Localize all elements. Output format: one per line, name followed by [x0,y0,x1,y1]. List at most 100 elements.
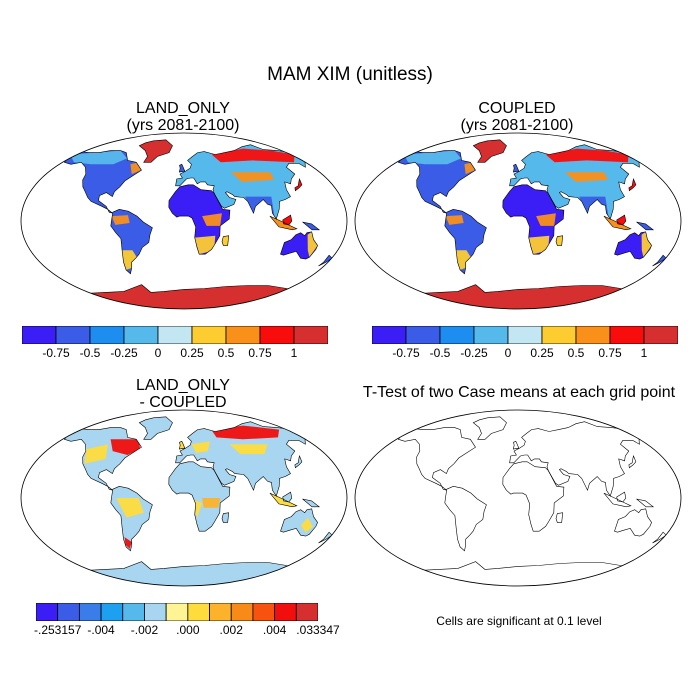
coastline-sa [444,485,487,552]
coastline-japan [628,455,637,469]
land-madagascar [556,235,563,246]
land-na [64,150,142,214]
colorbar-tick-label: -0.25 [110,346,138,360]
value-patch [194,235,216,255]
value-patch [124,537,132,549]
panel-title-line2: (yrs 2081-2100) [126,117,240,134]
value-patch [202,498,221,508]
colorbar-tick-label: -0.75 [392,346,420,360]
value-patch [70,150,127,165]
panel-title-line2: (yrs 2081-2100) [460,117,574,134]
value-patch [110,439,141,455]
coastline-eurasia [175,144,314,220]
colorbar-box [372,326,407,344]
colorbar-box [22,326,57,344]
coastline-japan [294,178,303,192]
coastline-sa [110,208,153,275]
value-patch [404,150,461,165]
value-patch [536,213,556,226]
ocean-background [355,410,681,586]
colorbar-box [507,326,543,344]
colorbar-box [78,603,102,621]
land-layer [394,139,667,309]
coastline-indonesia [269,492,298,508]
panel-title-line1: COUPLED [478,100,556,117]
land-africa [168,461,230,532]
value-patch [211,148,295,163]
colorbar-box [293,326,328,344]
land-borneo [616,215,626,225]
coastline-indonesia [269,215,298,231]
land-sa [110,209,153,274]
colorbar-box [541,326,577,344]
coastline-africa [168,184,231,255]
colorbar-labels-land-only: -0.75 -0.5 -0.25 0 0.25 0.5 0.75 1 [22,346,328,360]
panel-title-ttest: T-Test of two Case means at each grid po… [362,384,676,401]
coastline-greenland [138,139,173,163]
colorbar-tick-label: .002 [219,623,243,637]
colorbar-box [157,326,193,344]
coastline-madagascar [555,512,564,523]
land-eurasia [175,144,313,219]
colorbar-land-only [22,326,328,344]
land-uk [513,164,519,173]
coastline-indonesia [603,215,632,231]
value-patch [229,444,268,454]
coastline-africa [502,461,565,532]
coastline-madagascar [221,235,230,246]
land-madagascar [222,512,229,523]
colorbar-box [187,603,210,621]
colorbar-tick-label: 0.75 [248,346,272,360]
coastline-newguinea [302,498,321,508]
map-land-only [20,132,348,310]
colorbar-box [252,603,276,621]
colorbar-tick-label: -0.5 [79,346,101,360]
colorbar-box [274,603,297,621]
colorbar-box [643,326,678,344]
value-patch [307,231,318,258]
colorbar-tick-label: -0.5 [429,346,451,360]
value-patch [111,215,130,225]
land-newguinea [302,499,320,507]
colorbar-box [230,603,254,621]
ttest-significance-note: Cells are significant at 0.1 level [436,614,602,628]
map-frame [354,132,682,310]
colorbar-tick-label: .033347 [296,623,340,637]
colorbar-box [57,603,80,621]
land-borneo [282,215,292,225]
land-newguinea [636,222,654,230]
colorbar-coupled [372,326,678,344]
coastline-africa [168,461,231,532]
coastline-newguinea [636,221,655,231]
land-uk [179,164,185,173]
coastline-australia [280,231,318,260]
coastline-eurasia [509,144,648,220]
colorbar-tick-label: 0.25 [530,346,554,360]
colorbar-labels-coupled: -0.75 -0.5 -0.25 0 0.25 0.5 0.75 1 [372,346,678,360]
panel-title-land-only: LAND_ONLY (yrs 2081-2100) [20,100,346,134]
value-patches [404,148,652,270]
colorbar-tick-label: -.253157 [34,623,82,637]
coastline-madagascar [221,512,230,523]
land-eurasia [175,421,313,496]
coastline-borneo [282,491,293,503]
coastline-uk [178,163,186,173]
coastline-sa [110,485,153,552]
coastline-na [397,427,476,491]
land-newguinea [302,222,320,230]
colorbar-box [122,603,145,621]
land-madagascar [222,235,229,246]
colorbar-box [575,326,611,344]
colorbar-box [225,326,261,344]
colorbar-tick-label: 0.5 [217,346,235,360]
land-borneo [282,492,292,502]
map-frame [20,409,348,587]
coastline-eurasia [175,421,314,497]
value-patch [641,231,652,258]
colorbar-box [55,326,91,344]
value-patch [202,213,222,226]
colorbar-box [439,326,475,344]
figure-title: MAM XIM (unitless) [267,64,433,85]
map-ttest [354,409,682,587]
coastline-australia [280,508,318,537]
